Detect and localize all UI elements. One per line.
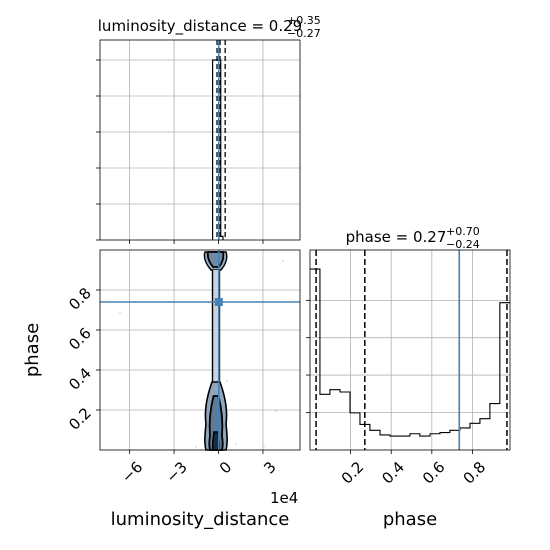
luminosity-distance-title: luminosity_distance = 0.29 [98, 17, 302, 36]
panel-2d-density: −6 −3 0 3 0.2 0.4 0.6 0.8 [65, 249, 301, 486]
phase-title: phase = 0.27 [346, 228, 447, 246]
y-tick-label: 0.6 [65, 324, 95, 354]
phase-hist-frame [309, 249, 511, 451]
y-tick-label: 0.8 [65, 284, 95, 314]
density-contours [119, 251, 284, 451]
phase-title-main: phase = 0.27 [346, 228, 447, 246]
panel-luminosity-distance-histogram: luminosity_distance = 0.29 +0.35 −0.27 [96, 14, 321, 244]
luminosity-distance-hist-steps [211, 59, 224, 240]
luminosity-distance-hist-frame [99, 39, 301, 241]
phase-title-lower: −0.24 [446, 238, 480, 251]
x-tick-label: −6 [118, 458, 146, 486]
density-grid [100, 250, 300, 450]
x-offset-text: 1e4 [270, 489, 298, 507]
luminosity-distance-hist-marks [211, 40, 226, 240]
luminosity-distance-title-main: luminosity_distance = 0.29 [98, 17, 302, 36]
y-axis-label-phase: phase [22, 323, 43, 377]
phase-hist-grid [310, 250, 510, 450]
density-frame [99, 249, 301, 451]
density-outlier-points [119, 260, 284, 448]
x-tick-label: 3 [260, 458, 279, 477]
phase-hist-marks [310, 250, 510, 450]
y-tick-label: 0.4 [65, 364, 95, 394]
luminosity-distance-title-lower: −0.27 [287, 27, 321, 40]
x-tick-label: 0.4 [378, 458, 408, 488]
density-ticks: −6 −3 0 3 0.2 0.4 0.6 0.8 [65, 284, 279, 486]
x-tick-label: 0 [216, 458, 235, 477]
truth-marker [214, 298, 223, 306]
panel-phase-histogram: phase = 0.27 +0.70 −0.24 0.2 0.4 0.6 0.8 [306, 225, 511, 488]
x-tick-label: 0.6 [419, 458, 449, 488]
x-tick-label: 0.2 [338, 458, 368, 488]
density-truth-markers [100, 250, 300, 450]
x-axis-label-phase: phase [383, 509, 437, 530]
luminosity-distance-title-upper: +0.35 [287, 14, 321, 27]
x-axis-label-luminosity-distance: luminosity_distance [111, 509, 290, 530]
x-tick-label: 0.8 [460, 458, 490, 488]
luminosity-distance-hist-ticks [96, 59, 264, 244]
y-tick-label: 0.2 [65, 404, 95, 434]
phase-title-upper: +0.70 [446, 225, 480, 238]
x-tick-label: −3 [162, 458, 190, 486]
luminosity-distance-hist-grid [100, 40, 300, 240]
phase-hist-steps [310, 268, 510, 437]
phase-hist-ticks: 0.2 0.4 0.6 0.8 [306, 299, 490, 488]
